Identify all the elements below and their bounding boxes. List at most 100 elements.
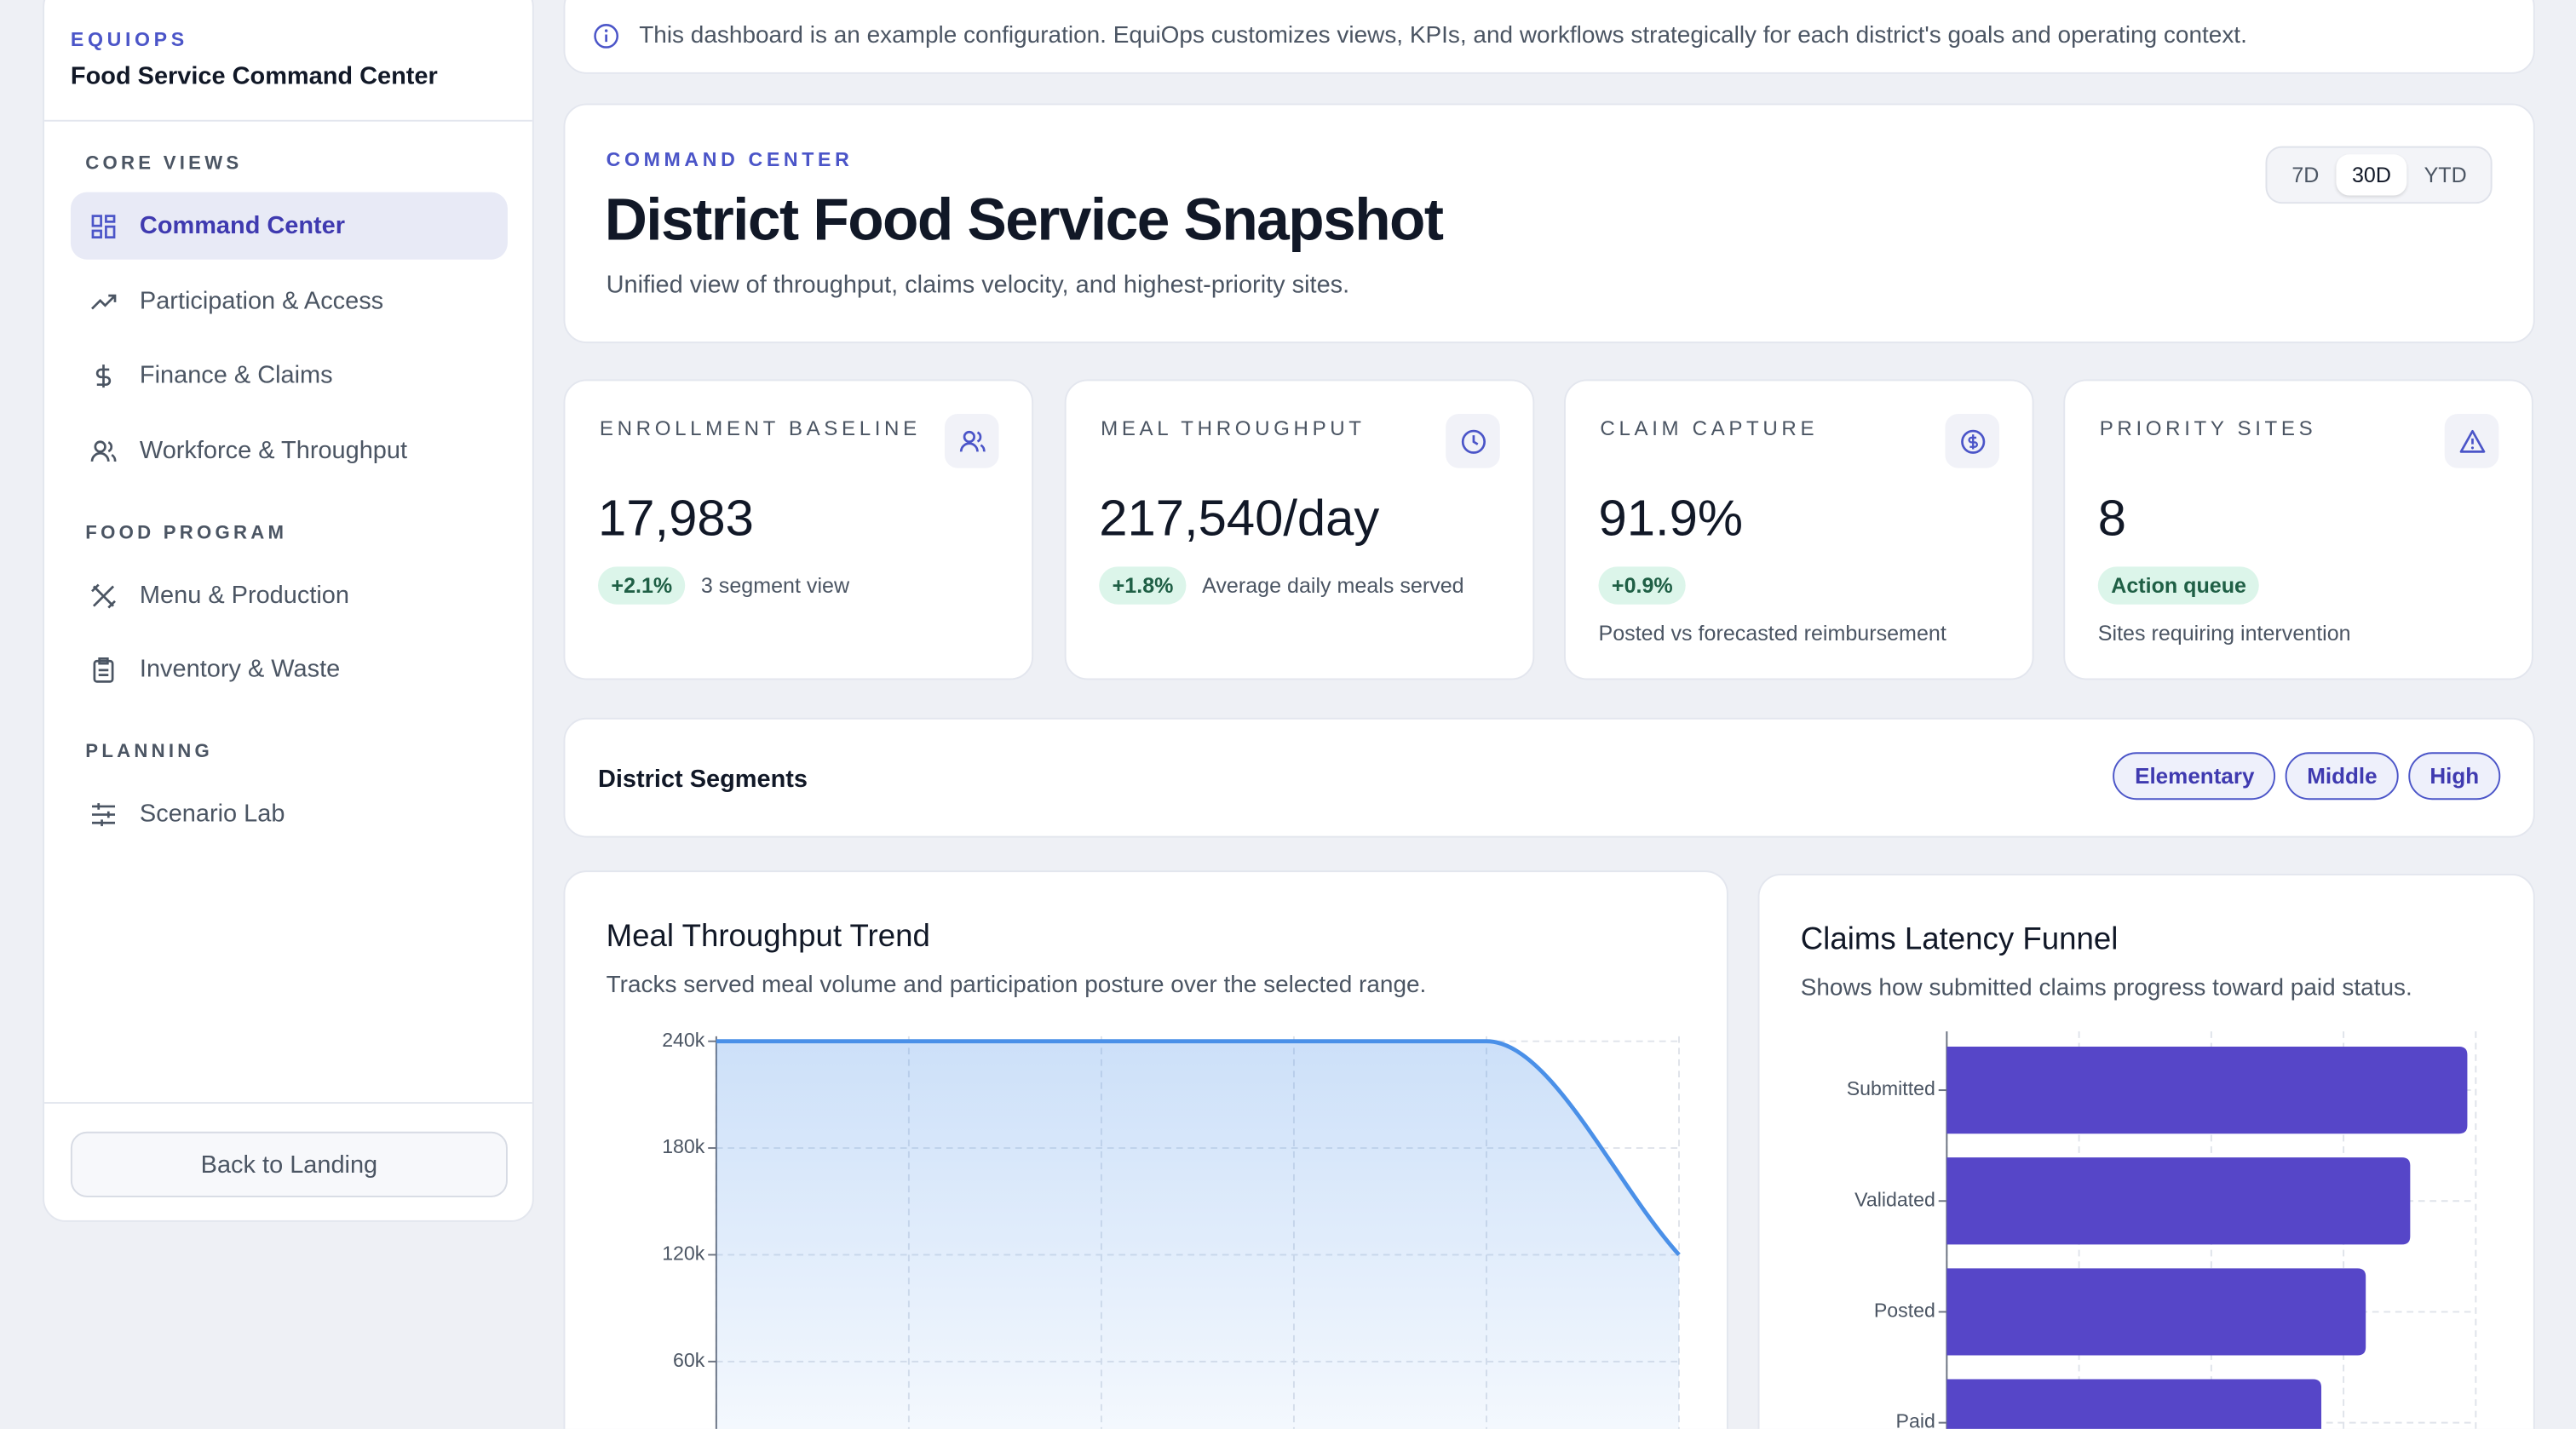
kpi-label: ENROLLMENT BASELINE xyxy=(599,416,921,440)
icon xyxy=(91,293,117,309)
info-banner: This dashboard is an example configurati… xyxy=(563,0,2535,74)
segment-chips: Elementary Middle High xyxy=(2103,752,2501,801)
divider xyxy=(44,1102,532,1104)
bar-chart: Submitted Validated Posted Paid xyxy=(1847,1031,2477,1429)
page-title: District Food Service Snapshot xyxy=(604,185,1444,253)
kpi-label: MEAL THROUGHPUT xyxy=(1101,416,1366,440)
section-title: FOOD PROGRAM xyxy=(85,524,288,544)
kpi-value: 217,540/day xyxy=(1099,489,1380,548)
chart-subtitle: Shows how submitted claims progress towa… xyxy=(1800,975,2412,1002)
chart-card: Meal Throughput Trend Tracks served meal… xyxy=(563,870,1728,1429)
icon xyxy=(91,583,116,608)
section-title: CORE VIEWS xyxy=(85,154,243,175)
y-tick-label: 120k xyxy=(662,1242,705,1265)
nav-label: Inventory & Waste xyxy=(139,655,341,684)
kpi-note: Posted vs forecasted reimbursement xyxy=(1598,620,1946,646)
banner-text: This dashboard is an example configurati… xyxy=(639,22,2247,49)
range-toggle: 7D 30D YTD xyxy=(2265,146,2493,204)
chart-subtitle: Tracks served meal volume and participat… xyxy=(606,972,1427,999)
nav-item[interactable]: Participation & Access xyxy=(71,267,508,335)
kpi-card: CLAIM CAPTURE 91.9% +0.9% Posted vs fore… xyxy=(1563,379,2034,680)
y-tick-label: 240k xyxy=(662,1029,705,1051)
kpi-badge: Action queue xyxy=(2097,566,2260,605)
divider xyxy=(44,119,532,122)
sidebar: EQUIOPS Food Service Command Center CORE… xyxy=(43,0,534,1222)
icon xyxy=(91,214,116,238)
kpi-icon xyxy=(1945,413,2000,468)
info-icon xyxy=(594,24,619,49)
nav-item[interactable]: Workforce & Throughput xyxy=(71,417,508,485)
bar xyxy=(1946,1379,2322,1429)
range-option[interactable]: 7D xyxy=(2291,162,2320,187)
nav-item[interactable]: Inventory & Waste xyxy=(71,635,508,703)
nav-item[interactable]: Finance & Claims xyxy=(71,341,508,409)
nav-label: Scenario Lab xyxy=(139,800,285,828)
kpi-meta: Action queue xyxy=(2097,566,2260,605)
segment-chip[interactable]: Elementary xyxy=(2113,752,2276,801)
bar xyxy=(1946,1046,2468,1134)
kpi-label: PRIORITY SITES xyxy=(2099,416,2317,440)
y-tick-label: Validated xyxy=(1854,1188,1935,1210)
range-option[interactable]: 30D xyxy=(2335,154,2408,196)
nav-label: Participation & Access xyxy=(139,287,384,316)
nav-label: Workforce & Throughput xyxy=(139,436,408,465)
bar xyxy=(1946,1268,2366,1356)
nav-label: Menu & Production xyxy=(139,581,349,610)
back-button[interactable]: Back to Landing xyxy=(70,1131,508,1197)
range-option[interactable]: YTD xyxy=(2424,162,2467,187)
page-subtitle: Unified view of throughput, claims veloc… xyxy=(606,271,1350,299)
nav-item[interactable]: Menu & Production xyxy=(71,562,508,629)
y-tick-label: 180k xyxy=(662,1135,705,1157)
area xyxy=(716,1041,1679,1429)
kpi-icon xyxy=(944,413,999,468)
segment-chip[interactable]: Middle xyxy=(2286,752,2399,801)
line-chart: 60k 120k 180k 240k xyxy=(662,1029,1681,1429)
kpi-meta: +0.9% xyxy=(1598,566,1687,605)
nav-item[interactable]: Scenario Lab xyxy=(71,780,508,847)
segment-chip[interactable]: High xyxy=(2408,752,2501,801)
kpi-note: Sites requiring intervention xyxy=(2097,620,2351,646)
icon xyxy=(90,439,117,462)
kpi-card: ENROLLMENT BASELINE 17,983 +2.1% 3 segme… xyxy=(563,379,1034,680)
section-title: PLANNING xyxy=(85,742,214,762)
kpi-icon xyxy=(2444,413,2499,468)
chart-title: Meal Throughput Trend xyxy=(606,919,930,955)
y-tick-label: Submitted xyxy=(1847,1077,1935,1099)
kpi-value: 17,983 xyxy=(597,489,754,548)
chart-card: Claims Latency Funnel Shows how submitte… xyxy=(1757,873,2535,1429)
kpi-icon xyxy=(1446,413,1500,468)
kpi-meta: +1.8% Average daily meals served xyxy=(1099,566,1464,605)
button-label: Back to Landing xyxy=(200,1150,378,1179)
kpi-badge: +1.8% xyxy=(1099,566,1187,605)
y-tick-label: Posted xyxy=(1874,1300,1935,1322)
kpi-value: 91.9% xyxy=(1598,489,1744,548)
kpi-note: Average daily meals served xyxy=(1202,573,1464,598)
line xyxy=(716,1039,1681,1257)
kpi-card: PRIORITY SITES 8 Action queue Sites requ… xyxy=(2063,379,2533,680)
kpi-meta: +2.1% 3 segment view xyxy=(597,566,850,605)
segments-title: District Segments xyxy=(597,765,808,794)
kpi-note: 3 segment view xyxy=(700,573,850,598)
nav-label: Finance & Claims xyxy=(139,361,333,390)
kpi-label: CLAIM CAPTURE xyxy=(1600,416,1819,440)
kpi-badge: +0.9% xyxy=(1598,566,1687,605)
nav-item[interactable]: Command Center xyxy=(70,192,508,260)
chart-title: Claims Latency Funnel xyxy=(1800,922,2119,958)
kpi-card: MEAL THROUGHPUT 217,540/day +1.8% Averag… xyxy=(1064,379,1535,680)
bar xyxy=(1946,1157,2411,1245)
kpi-badge: +2.1% xyxy=(597,566,686,605)
header-card: COMMAND CENTER District Food Service Sna… xyxy=(563,103,2535,344)
brand: EQUIOPS xyxy=(70,27,188,51)
y-tick-label: 60k xyxy=(673,1349,705,1371)
nav-label: Command Center xyxy=(139,211,346,240)
icon xyxy=(91,802,115,826)
segments-card: District Segments Elementary Middle High xyxy=(563,717,2535,838)
eyebrow: COMMAND CENTER xyxy=(606,147,854,171)
kpi-value: 8 xyxy=(2097,489,2127,548)
icon xyxy=(93,657,114,682)
brand-subtitle: Food Service Command Center xyxy=(70,62,438,91)
y-tick-label: Paid xyxy=(1896,1410,1935,1429)
icon xyxy=(95,364,112,387)
